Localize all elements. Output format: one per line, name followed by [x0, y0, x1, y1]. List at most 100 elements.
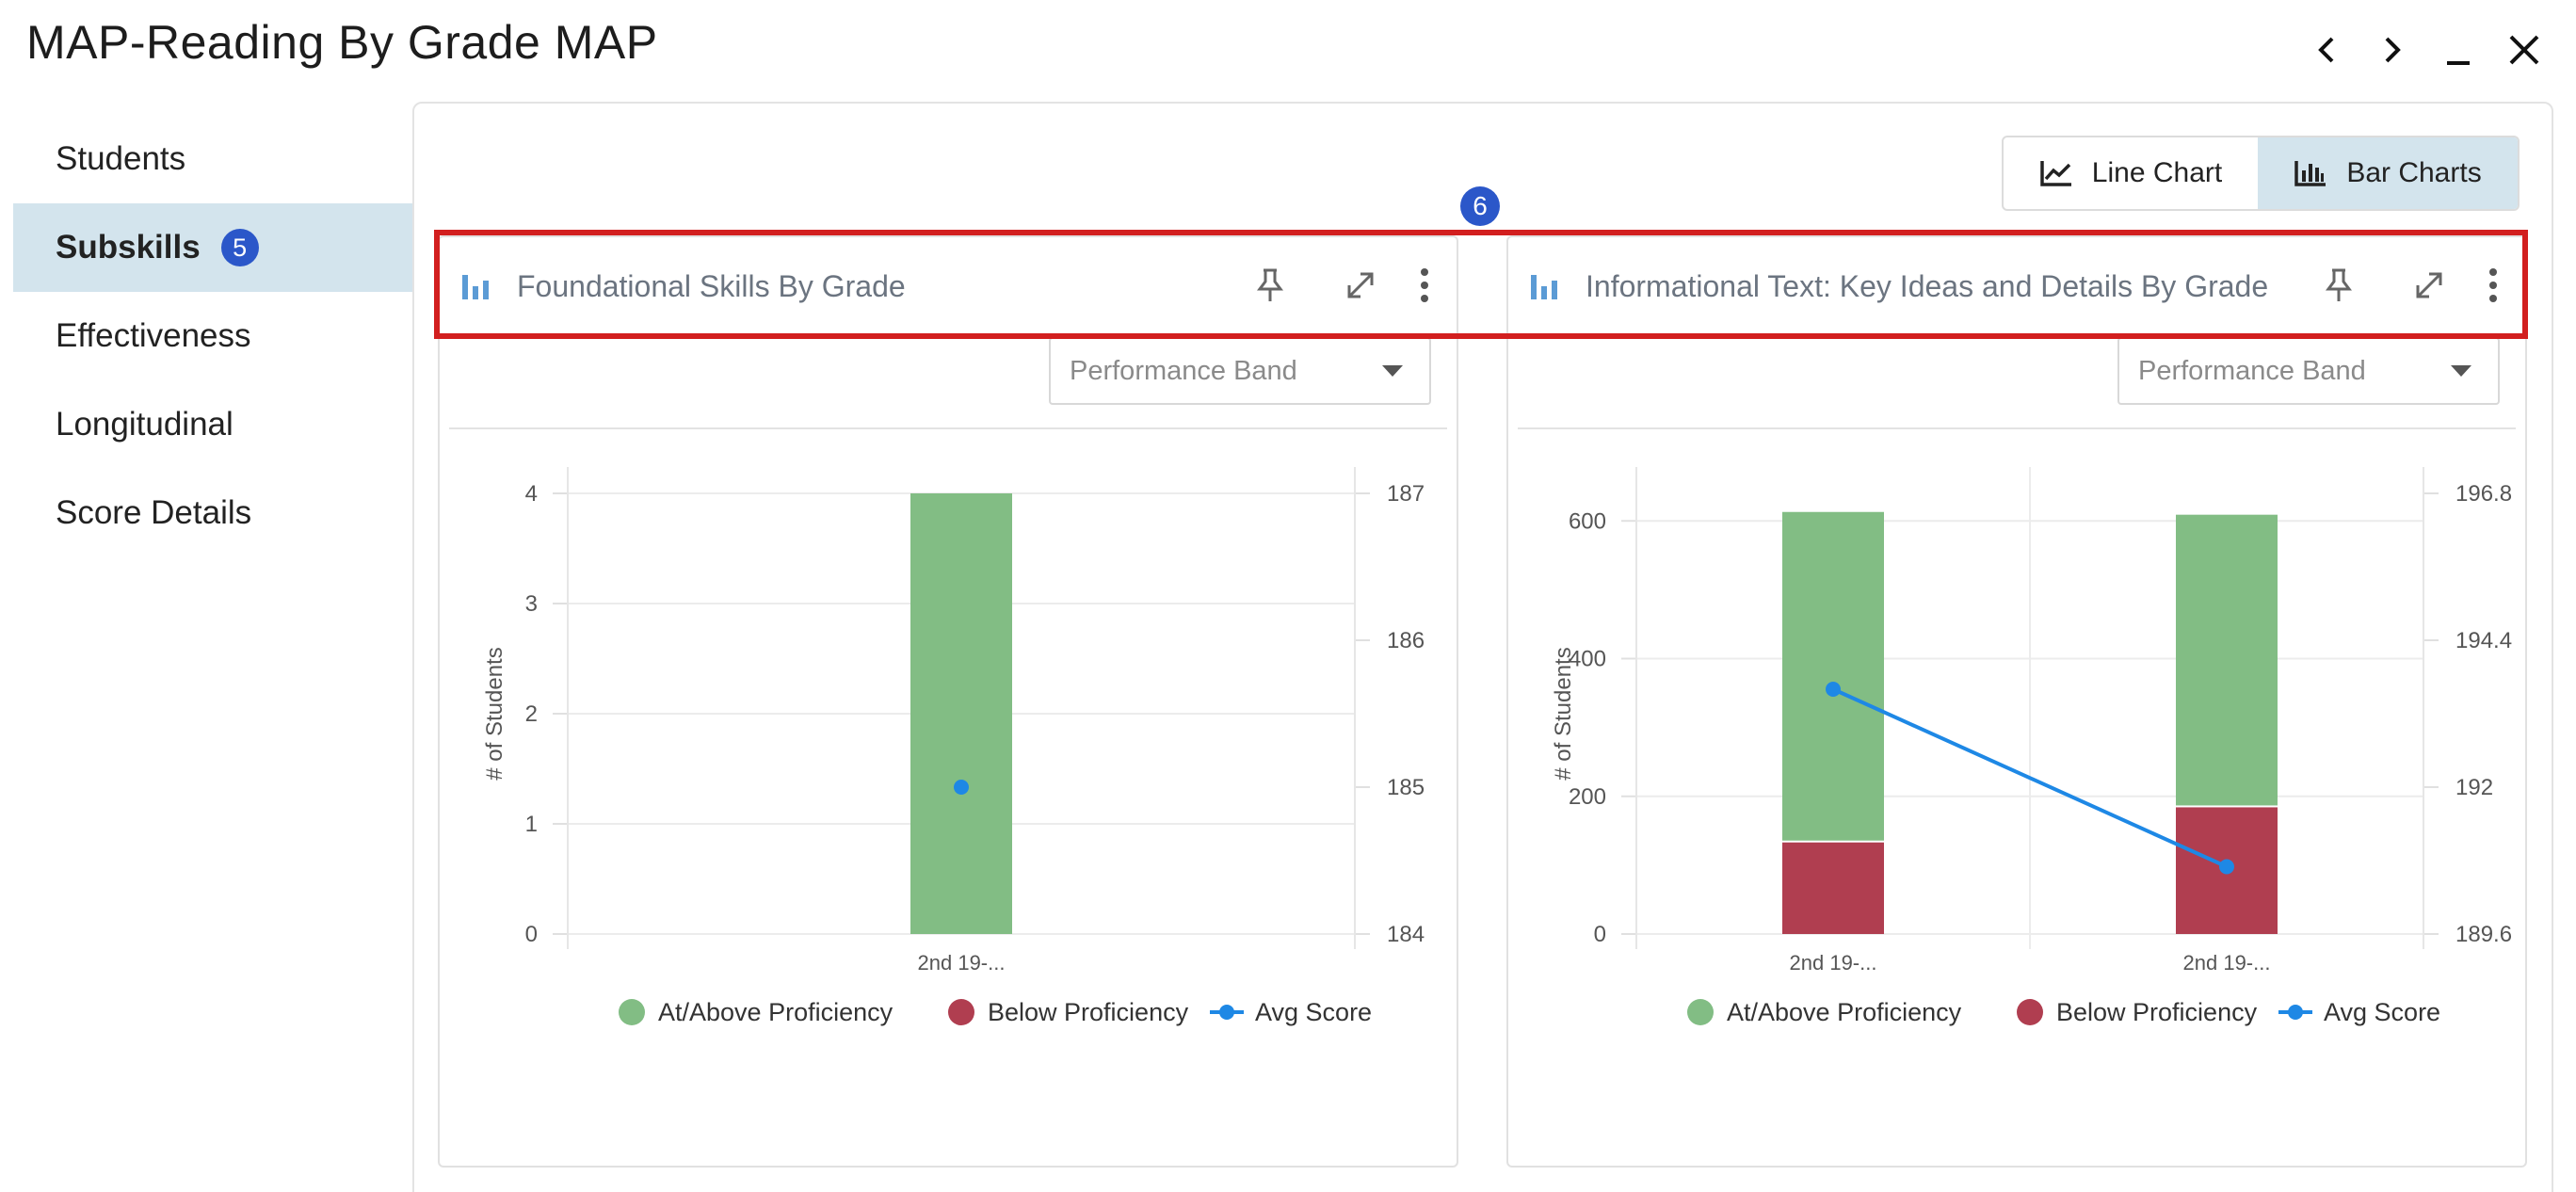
- sidebar-nav: Students Subskills 5 Effectiveness Longi…: [13, 115, 412, 557]
- y2-tick-label: 187: [1387, 481, 1425, 507]
- close-button[interactable]: [2491, 24, 2557, 75]
- legend-marker: [1687, 999, 1714, 1025]
- avg-score-line: [1832, 687, 2228, 869]
- step-marker: 6: [1460, 186, 1500, 226]
- legend-marker: [1219, 1005, 1234, 1020]
- window-controls: [2294, 24, 2557, 75]
- avg-score-point: [2219, 859, 2234, 875]
- x-tick-label: 2nd 19-...: [1790, 951, 1877, 975]
- expand-button[interactable]: [1315, 256, 1406, 314]
- minimize-button[interactable]: [2425, 24, 2491, 75]
- dropdown-placeholder: Performance Band: [2138, 355, 2366, 386]
- y2-tick-label: 194.4: [2455, 628, 2512, 653]
- pin-button[interactable]: [1225, 256, 1315, 314]
- y-tick-label: 0: [525, 922, 538, 947]
- sidebar-item-score-details[interactable]: Score Details: [13, 469, 412, 557]
- y2-tick-label: 186: [1387, 628, 1425, 653]
- y-tick-label: 400: [1569, 647, 1606, 672]
- close-icon: [2509, 35, 2539, 65]
- y-tick-label: 1: [525, 812, 538, 837]
- bar-chart-icon: [462, 275, 489, 299]
- bar-chart-outline-icon: [2294, 161, 2326, 186]
- more-options-button[interactable]: [2474, 256, 2512, 314]
- y2-tick-label: 185: [1387, 775, 1425, 800]
- avg-score-point: [954, 780, 969, 795]
- chart-informational-text: 0 200 400 600 189.6 192 194.4 196.8 # of Student…: [1551, 467, 2512, 1026]
- line-chart-icon: [2040, 161, 2071, 186]
- legend-label: At/Above Proficiency: [658, 998, 894, 1026]
- more-options-button[interactable]: [1406, 256, 1443, 314]
- legend-label: At/Above Proficiency: [1727, 998, 1962, 1026]
- y-tick-label: 2: [525, 701, 538, 727]
- more-vertical-icon: [1421, 268, 1428, 302]
- sidebar-item-label: Longitudinal: [56, 406, 233, 443]
- legend-marker: [948, 999, 974, 1025]
- caret-down-icon: [2451, 365, 2471, 377]
- bar-charts-label: Bar Charts: [2346, 157, 2482, 188]
- prev-icon: [2318, 37, 2334, 63]
- legend-label: Avg Score: [1255, 998, 1372, 1026]
- y-tick-label: 0: [1594, 922, 1606, 947]
- next-icon: [2385, 37, 2401, 63]
- y2-tick-label: 184: [1387, 922, 1425, 947]
- expand-icon: [1347, 272, 1374, 298]
- chart-foundational-skills: 0 1 2 3 4 184 185 186 187 # of Students 2nd 19-...…: [482, 467, 1425, 1026]
- pin-button[interactable]: [2294, 256, 2384, 314]
- card-header: Foundational Skills By Grade: [440, 237, 1457, 335]
- bar-at-above-proficiency: [910, 493, 1012, 934]
- bar-chart-icon: [1531, 275, 1557, 299]
- minimize-icon: [2447, 61, 2470, 65]
- legend-label: Avg Score: [2324, 998, 2440, 1026]
- caret-down-icon: [1382, 365, 1403, 377]
- sidebar-item-longitudinal[interactable]: Longitudinal: [13, 380, 412, 469]
- card-header: Informational Text: Key Ideas and Detail…: [1508, 237, 2525, 335]
- card-divider: [1518, 427, 2516, 429]
- chart-type-toggle: Line Chart Bar Charts: [2002, 136, 2520, 211]
- count-badge: 5: [220, 229, 259, 266]
- bar-at-above-proficiency: [2176, 514, 2278, 806]
- performance-band-dropdown[interactable]: Performance Band: [1049, 337, 1431, 405]
- sidebar-item-subskills[interactable]: Subskills 5: [13, 203, 412, 292]
- card-divider: [449, 427, 1447, 429]
- sidebar-item-label: Score Details: [56, 494, 252, 531]
- x-tick-label: 2nd 19-...: [918, 951, 1006, 975]
- y2-tick-label: 189.6: [2455, 922, 2512, 947]
- y-tick-label: 600: [1569, 508, 1606, 534]
- card-title: Foundational Skills By Grade: [517, 268, 906, 303]
- pin-icon: [1257, 268, 1283, 301]
- sidebar-item-label: Students: [56, 140, 186, 177]
- bar-at-above-proficiency: [1782, 511, 1884, 841]
- more-vertical-icon: [2489, 268, 2497, 302]
- next-button[interactable]: [2359, 24, 2425, 75]
- pin-icon: [2326, 268, 2352, 301]
- performance-band-dropdown[interactable]: Performance Band: [2117, 337, 2500, 405]
- y2-tick-label: 192: [2455, 775, 2493, 800]
- y-tick-label: 3: [525, 591, 538, 617]
- sidebar-item-label: Subskills: [56, 229, 201, 266]
- y-tick-label: 4: [525, 481, 538, 507]
- line-chart-button[interactable]: Line Chart: [2004, 137, 2258, 209]
- y-tick-label: 200: [1569, 784, 1606, 810]
- sidebar-item-students[interactable]: Students: [13, 115, 412, 203]
- x-tick-label: 2nd 19-...: [2183, 951, 2271, 975]
- sidebar-item-label: Effectiveness: [56, 317, 251, 354]
- sidebar-item-effectiveness[interactable]: Effectiveness: [13, 292, 412, 380]
- chart-card-foundational-skills: Foundational Skills By Grade: [438, 235, 1458, 1168]
- legend-marker: [619, 999, 645, 1025]
- y-axis-label: # of Students: [1551, 647, 1576, 780]
- y-axis-label: # of Students: [482, 647, 507, 780]
- avg-score-point: [1826, 682, 1841, 697]
- expand-button[interactable]: [2384, 256, 2474, 314]
- bar-below-proficiency: [1782, 842, 1884, 934]
- bar-charts-button[interactable]: Bar Charts: [2258, 137, 2518, 209]
- window-title: MAP-Reading By Grade MAP: [26, 16, 658, 69]
- legend-label: Below Proficiency: [2056, 998, 2258, 1026]
- legend-label: Below Proficiency: [988, 998, 1189, 1026]
- prev-button[interactable]: [2294, 24, 2359, 75]
- legend-marker: [2288, 1005, 2303, 1020]
- card-title: Informational Text: Key Ideas and Detail…: [1586, 268, 2269, 303]
- chart-card-informational-text: Informational Text: Key Ideas and Detail…: [1506, 235, 2527, 1168]
- dropdown-placeholder: Performance Band: [1070, 355, 1297, 386]
- y2-tick-label: 196.8: [2455, 481, 2512, 507]
- line-chart-label: Line Chart: [2091, 157, 2223, 188]
